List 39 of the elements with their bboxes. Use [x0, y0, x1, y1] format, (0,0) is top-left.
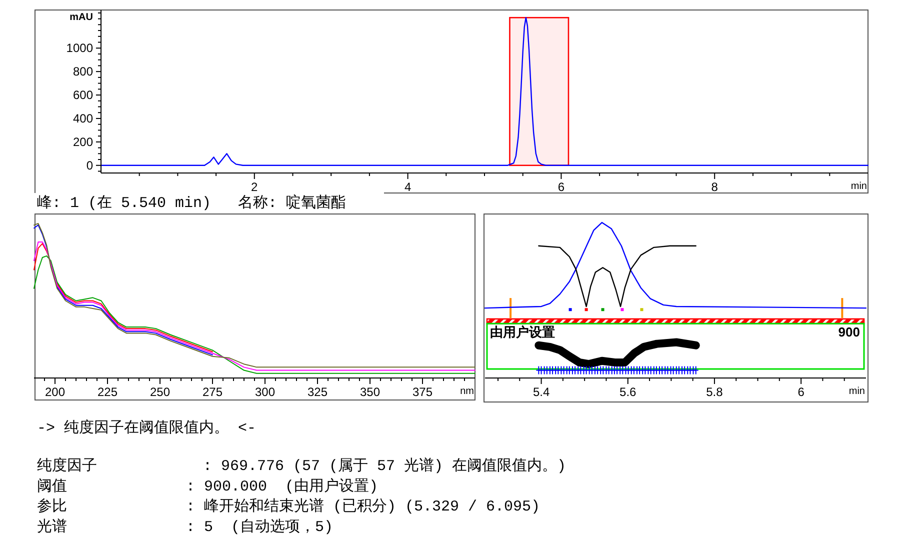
x-tick-label: 2: [251, 180, 258, 194]
y-tick-label: 200: [72, 134, 94, 149]
x-tick-label: 200: [44, 385, 66, 399]
chart-title: 峰: 1 (在 5.540 min) 名称: 啶氧菌酯: [37, 194, 346, 212]
text: : 969.776 (57 (属于 57 光谱) 在阈值限值内。): [203, 457, 566, 475]
x-tick-label: 250: [150, 385, 170, 399]
text: 光谱: [37, 518, 67, 536]
text: : 5 (自动选项，5): [186, 518, 334, 536]
text: : 900.000 (由用户设置): [186, 477, 378, 496]
x-tick-label: 5.4: [532, 385, 550, 399]
y-tick-label: 1000: [66, 41, 94, 56]
y-axis-title: mAU: [70, 12, 93, 23]
x-tick-label: 5.6: [620, 385, 637, 399]
x-tick-label: 6: [558, 180, 565, 194]
x-tick-label: 4: [404, 180, 412, 194]
x-tick-label: 275: [202, 385, 223, 399]
annotation: 900: [838, 324, 860, 340]
x-tick-label: 8: [711, 180, 718, 194]
text: -> 纯度因子在阈值限值内。 <-: [37, 419, 256, 437]
x-tick-label: 6: [798, 385, 805, 399]
x-axis-title: min: [848, 386, 865, 397]
x-tick-label: 375: [412, 385, 433, 399]
x-tick-label: 325: [307, 385, 328, 399]
text: 纯度因子: [37, 457, 97, 475]
y-tick-label: 0: [86, 158, 94, 172]
x-axis-title: nm: [460, 386, 474, 397]
text: 参比: [37, 498, 67, 516]
y-tick-label: 600: [72, 88, 94, 102]
y-tick-label: 800: [72, 64, 94, 79]
y-tick-label: 400: [72, 111, 94, 126]
x-tick-label: 5.8: [706, 385, 724, 399]
x-tick-label: 350: [360, 385, 380, 399]
band-label: 由用户设置: [490, 324, 555, 340]
x-tick-label: 225: [97, 385, 118, 399]
text: : 峰开始和结束光谱 (已积分) (5.329 / 6.095): [186, 498, 540, 516]
x-tick-label: 300: [254, 385, 276, 399]
text: 阈值: [37, 477, 67, 496]
line-series: [100, 17, 869, 166]
x-axis-title: min: [850, 181, 867, 192]
